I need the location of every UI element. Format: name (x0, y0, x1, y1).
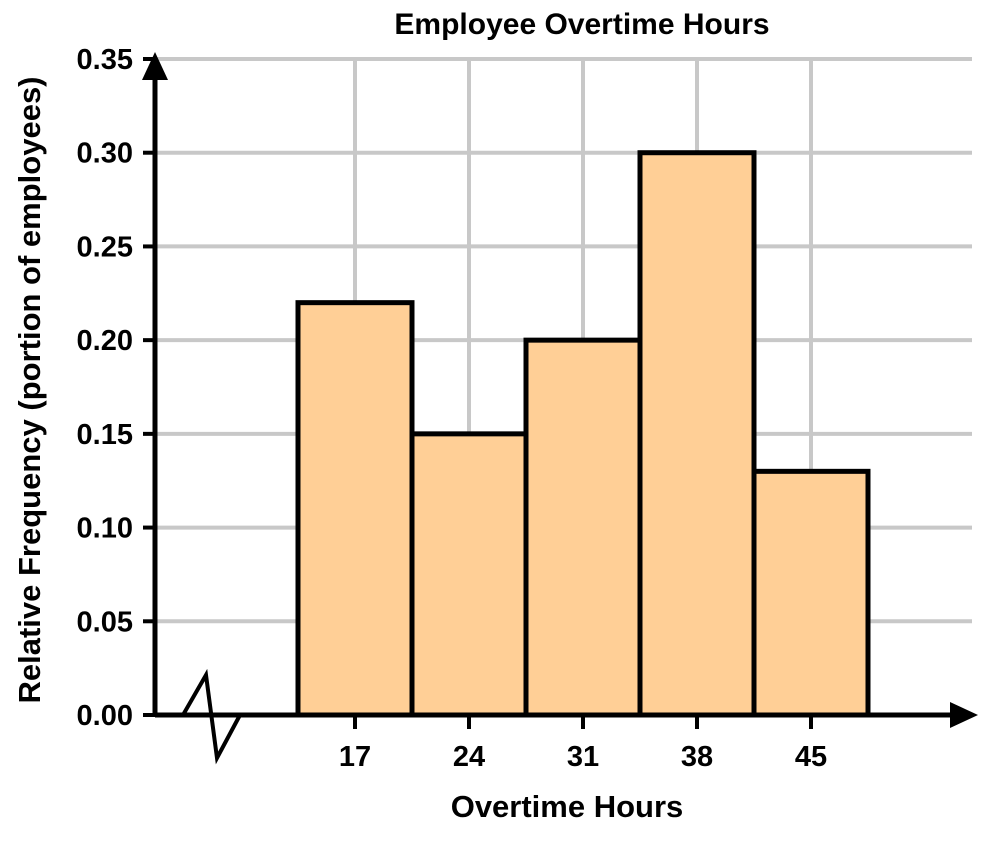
x-tick-label: 38 (681, 741, 713, 773)
y-tick-label: 0.00 (77, 700, 133, 732)
y-axis-title: Relative Frequency (portion of employees… (12, 76, 47, 703)
axis-break-icon (181, 668, 242, 765)
x-tick-label: 17 (339, 741, 371, 773)
bar-24 (409, 431, 529, 718)
x-tick-label: 31 (567, 741, 599, 773)
y-axis-arrow (142, 52, 168, 80)
bar-31 (523, 337, 643, 718)
bar-38 (637, 150, 757, 718)
bar-45 (751, 468, 871, 718)
bar-17 (295, 300, 415, 718)
y-tick-label: 0.15 (77, 419, 133, 451)
y-tick-label: 0.25 (77, 231, 133, 263)
y-tick-label: 0.05 (77, 606, 133, 638)
chart-title: Employee Overtime Hours (394, 8, 769, 41)
x-tick-label: 45 (795, 741, 827, 773)
x-axis-arrow (950, 702, 978, 728)
y-tick-label: 0.35 (77, 44, 133, 76)
x-axis-title: Overtime Hours (451, 789, 684, 824)
x-tick-labels: 17 24 31 38 45 (339, 715, 827, 773)
y-tick-label: 0.30 (77, 138, 133, 170)
y-tick-labels: 0.00 0.05 0.10 0.15 0.20 0.25 0.30 0.35 (77, 44, 133, 732)
y-tick-label: 0.10 (77, 513, 133, 545)
y-tick-label: 0.20 (77, 325, 133, 357)
axes-layer (142, 52, 978, 765)
x-tick-label: 24 (453, 741, 485, 773)
bars-layer (295, 150, 871, 718)
